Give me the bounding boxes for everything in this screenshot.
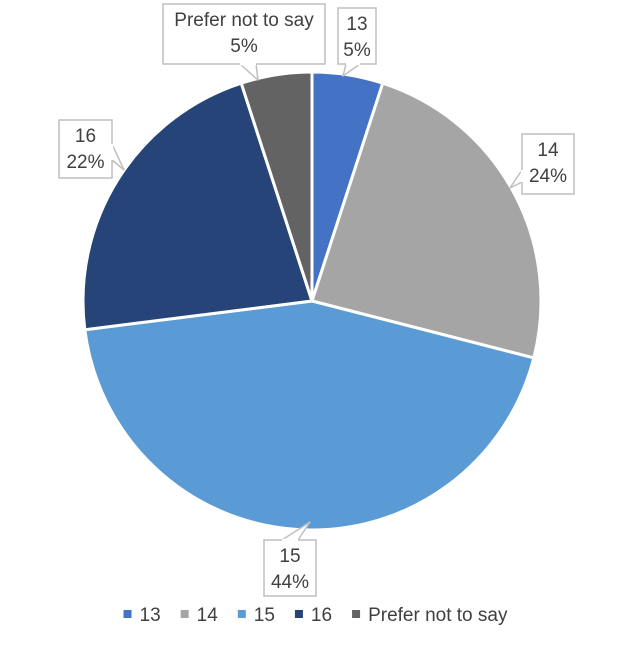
legend-label: Prefer not to say: [368, 605, 508, 626]
legend-item-14: 14: [180, 605, 219, 626]
callout-pointer: [509, 169, 523, 189]
pie-slice-prefer-not-to-say: [239, 70, 314, 303]
data-label-percent: 5%: [343, 40, 371, 61]
legend-item-16: 16: [294, 605, 332, 626]
legend-marker: [294, 610, 303, 618]
legend-marker: [180, 610, 189, 618]
chart-legend: 13 14 15 16 Prefer not to say: [123, 605, 508, 626]
legend-item-prefer-not-to-say: Prefer not to say: [352, 605, 508, 626]
callout-pointer: [239, 63, 259, 81]
pie-slice-16: [81, 81, 314, 332]
callout-box: [263, 539, 317, 597]
callout-pointer: [111, 143, 125, 171]
data-label-category: Prefer not to say: [174, 10, 314, 31]
callout-13: 135%: [337, 7, 377, 77]
data-label-percent: 24%: [529, 166, 567, 187]
legend-label: 13: [140, 605, 161, 626]
callout-box: [521, 133, 575, 195]
legend-label: 14: [197, 605, 219, 626]
legend-item-15: 15: [237, 605, 275, 626]
pie-slices: [81, 70, 543, 532]
callout-prefer-not-to-say: Prefer not to say 5%: [162, 3, 326, 81]
data-label-percent: 44%: [271, 572, 309, 593]
callout-box: [58, 119, 113, 179]
data-label-category: 14: [537, 140, 559, 161]
pie-slice-14: [310, 81, 543, 360]
legend-marker: [123, 610, 132, 618]
data-label-percent: 5%: [230, 36, 258, 57]
legend-item-13: 13: [123, 605, 161, 626]
data-label-category: 16: [75, 126, 96, 147]
legend-label: 15: [254, 605, 275, 626]
legend-marker: [237, 610, 246, 618]
data-label-percent: 22%: [66, 152, 104, 173]
callout-box: [162, 3, 326, 65]
legend-label: 16: [311, 605, 332, 626]
legend-marker: [352, 610, 361, 618]
data-label-category: 15: [279, 546, 300, 567]
data-label-category: 13: [346, 14, 367, 35]
